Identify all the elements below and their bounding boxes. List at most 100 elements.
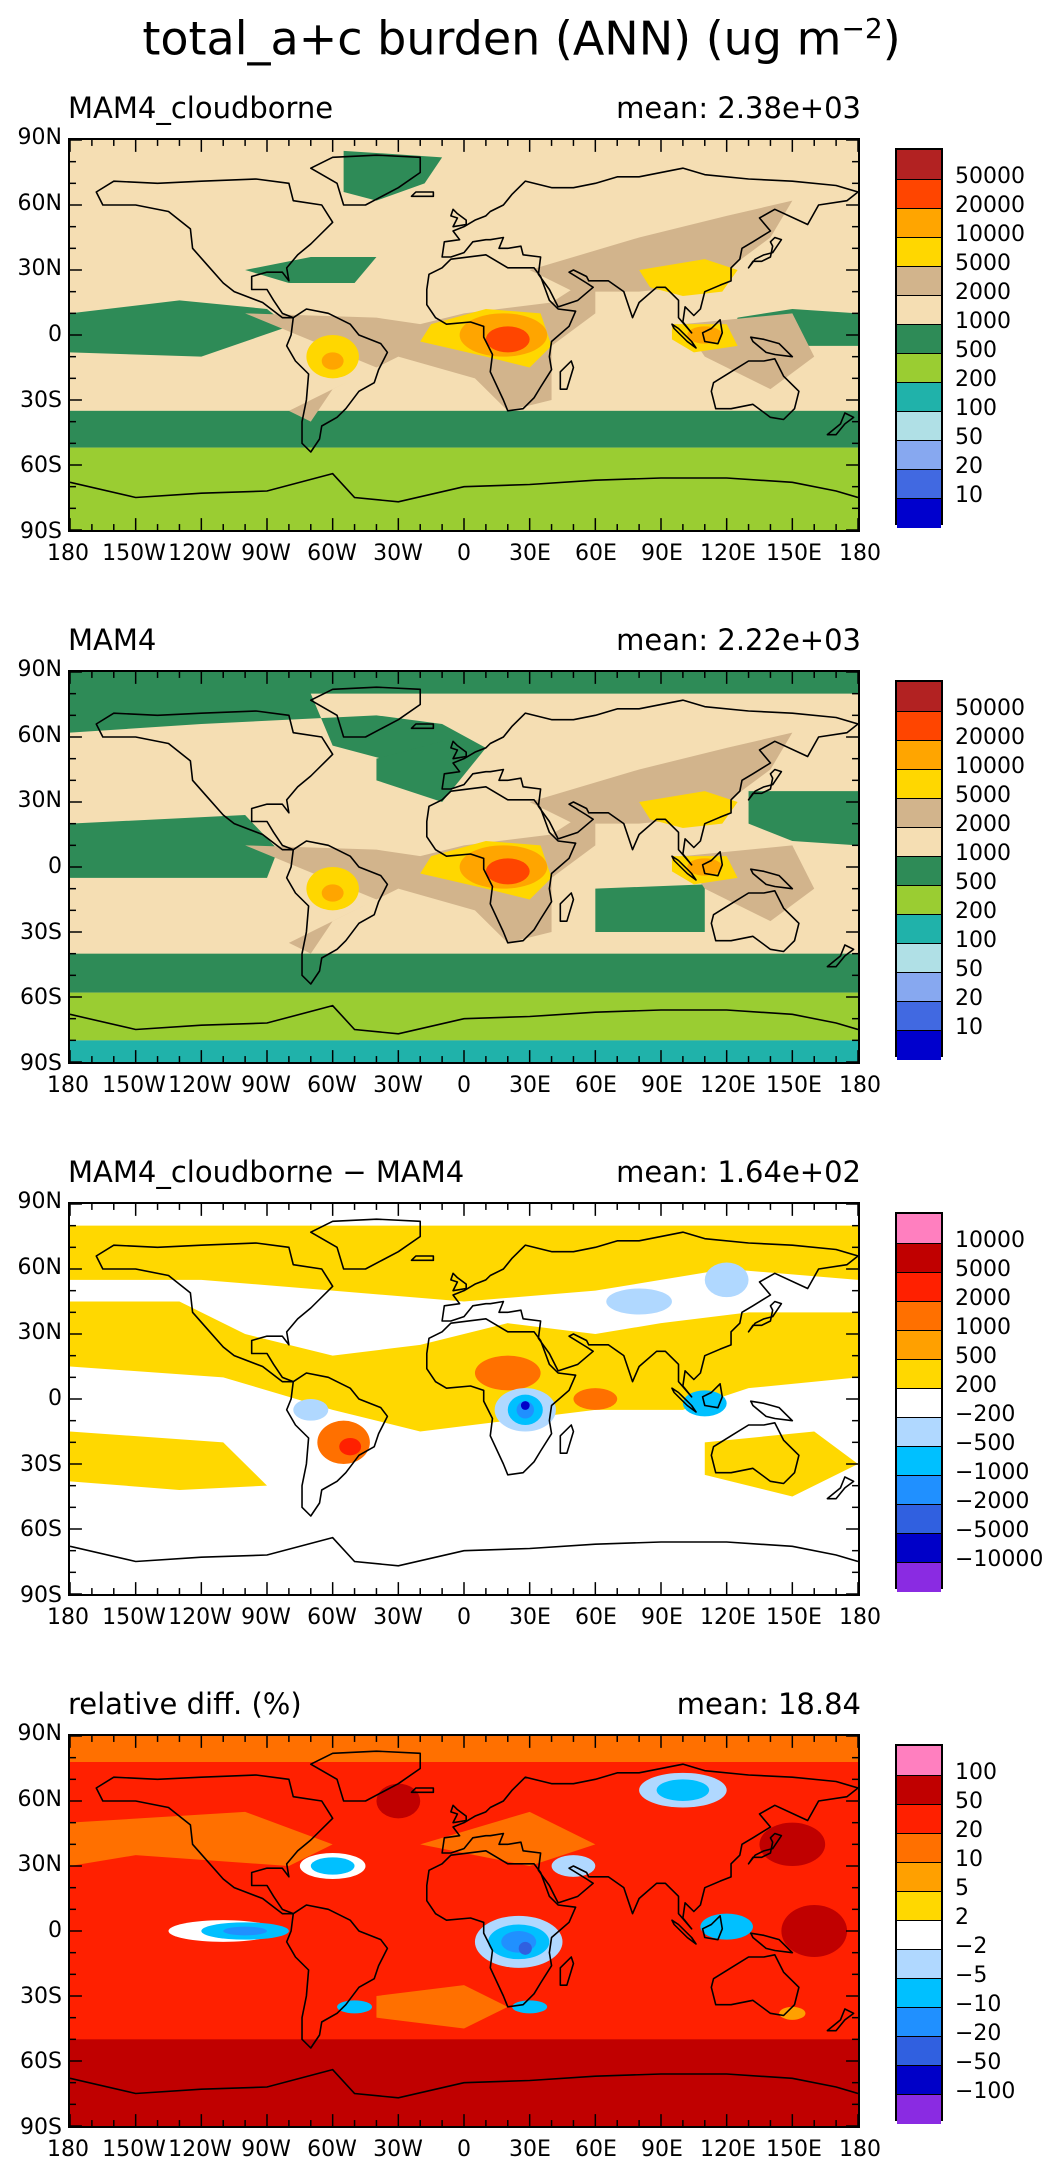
lon-tick-label: 60E	[575, 2137, 617, 2162]
field-contour	[781, 1905, 848, 1957]
colorbar-swatch	[897, 740, 941, 770]
field-contour	[759, 1822, 826, 1866]
lon-tick-label: 0	[457, 1605, 471, 1630]
lon-tick-label: 60E	[575, 541, 617, 566]
coastlines	[70, 1218, 858, 1567]
field-contour	[573, 1388, 618, 1410]
lon-tick-label: 30W	[373, 1073, 423, 1098]
field-contour	[748, 791, 858, 846]
colorbar-swatch	[897, 324, 941, 354]
lon-tick-label: 150W	[102, 2137, 166, 2162]
field-contour	[310, 1857, 355, 1875]
field-contour	[656, 1779, 710, 1801]
field-contour	[337, 2000, 373, 2014]
lat-tick-label: 0	[48, 854, 62, 879]
colorbar-swatch	[897, 498, 941, 528]
colorbar-swatch	[897, 943, 941, 973]
colorbar-label: 2	[955, 1905, 969, 1930]
colorbar-swatch	[897, 237, 941, 267]
map-svg	[70, 1204, 858, 1594]
colorbar-swatch	[897, 1920, 941, 1950]
lon-tick-label: 180	[839, 541, 881, 566]
coastline	[749, 1400, 794, 1422]
field-contour	[687, 326, 723, 344]
colorbar-label: 500	[955, 870, 997, 895]
coastline	[441, 1231, 858, 1398]
field-contour	[700, 1913, 753, 1940]
field-contour	[376, 741, 486, 802]
colorbar-swatch	[897, 1446, 941, 1476]
field-contour	[485, 326, 530, 353]
lon-tick-label: 180	[839, 2137, 881, 2162]
field-band	[70, 953, 858, 993]
lat-tick-label: 30N	[17, 1320, 62, 1346]
colorbar-label: 50000	[955, 696, 1025, 721]
coastline	[826, 2008, 855, 2032]
lat-tick-label: 30S	[20, 1983, 62, 2009]
colorbar-swatch	[897, 1949, 941, 1979]
map-svg	[70, 1736, 858, 2126]
colorbar-swatch	[897, 1862, 941, 1892]
lon-tick-label: 150W	[102, 1073, 166, 1098]
colorbar-swatch	[897, 382, 941, 412]
panel-title: MAM4_cloudborne	[68, 91, 334, 125]
lat-tick-label: 60S	[20, 985, 62, 1011]
colorbar-swatch	[897, 856, 941, 886]
colorbar-swatch	[897, 1504, 941, 1534]
colorbar-swatch	[897, 1804, 941, 1834]
coastline	[826, 944, 855, 968]
coastline	[710, 1954, 800, 2017]
panel-mam4: MAM4 mean: 2.22e+03 90N 60N 30N 0 30S 60S 90S …	[0, 612, 1043, 1117]
field-band	[70, 410, 858, 448]
lon-tick-label: 60W	[307, 1073, 357, 1098]
lon-tick-label: 150W	[102, 541, 166, 566]
lon-tick-label: 90E	[641, 2137, 683, 2162]
lon-tick-label: 0	[457, 2137, 471, 2162]
colorbar-swatch	[897, 2094, 941, 2124]
colorbar-swatch	[897, 1243, 941, 1273]
field-contour	[687, 858, 723, 876]
colorbar-swatch	[897, 1533, 941, 1563]
coastline	[425, 254, 577, 412]
lat-tick-label: 30N	[17, 256, 62, 282]
lon-tick-label: 60E	[575, 1605, 617, 1630]
colorbar-swatch	[897, 885, 941, 915]
colorbar-box	[895, 148, 943, 528]
lat-tick-label: 30N	[17, 1852, 62, 1878]
field-contour	[512, 2000, 548, 2014]
coastline	[671, 323, 697, 349]
colorbar-label: 5000	[955, 251, 1011, 276]
lat-tick-label: 60S	[20, 1517, 62, 1543]
colorbar-label: −50	[955, 2050, 1002, 2075]
colorbar-label: −5	[955, 1963, 988, 1988]
colorbar-label: 5000	[955, 783, 1011, 808]
colorbar-label: −200	[955, 1402, 1016, 1427]
coastline	[95, 1242, 334, 1383]
coastline	[747, 1300, 783, 1333]
panel-mean: mean: 2.38e+03	[616, 91, 861, 125]
coastline	[450, 1804, 467, 1824]
coastline	[559, 1956, 575, 1986]
lat-tick-label: 30N	[17, 788, 62, 814]
coastline	[285, 1904, 389, 2049]
coastline	[309, 686, 422, 738]
coastline	[70, 2068, 858, 2099]
colorbar-label: 20000	[955, 193, 1025, 218]
coastlines	[70, 154, 858, 503]
colorbar-label: 50	[955, 957, 983, 982]
panel-mean: mean: 1.64e+02	[616, 1155, 861, 1189]
field-contour	[70, 300, 289, 357]
lon-tick-label: 60W	[307, 2137, 357, 2162]
map-plot	[68, 138, 860, 532]
coastline	[425, 786, 577, 944]
colorbar-label: 20	[955, 986, 983, 1011]
colorbar-label: 500	[955, 338, 997, 363]
colorbar-swatch	[897, 1417, 941, 1447]
lon-tick-label: 120W	[168, 2137, 232, 2162]
colorbar-swatch	[897, 682, 941, 711]
field-contour	[704, 1431, 858, 1497]
lon-tick-label: 90E	[641, 541, 683, 566]
lat-tick-label: 90N	[17, 125, 62, 150]
contour-field	[70, 672, 858, 1062]
colorbar-label: 10	[955, 1847, 983, 1872]
